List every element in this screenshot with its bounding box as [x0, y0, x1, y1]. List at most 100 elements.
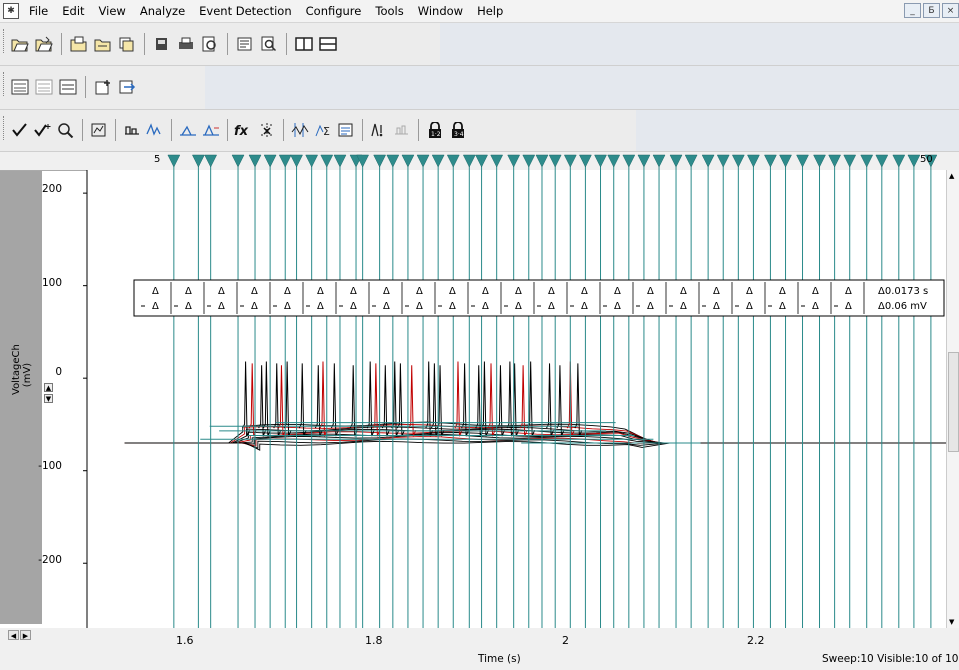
insert-icon[interactable]	[93, 77, 113, 97]
cursor-marker	[563, 154, 577, 168]
menu-configure[interactable]: Configure	[305, 4, 362, 18]
readout-delta-symbol: Δ	[482, 286, 489, 297]
readout-delta-symbol: Δ	[581, 286, 588, 297]
cursor-icon[interactable]	[290, 120, 310, 140]
readout-delta-symbol: Δ	[680, 286, 687, 297]
menu-tools[interactable]: Tools	[375, 4, 404, 18]
checkmark-plus-icon[interactable]	[33, 120, 53, 140]
toolbar-separator	[286, 33, 287, 55]
readout-delta-symbol: Δ	[218, 301, 225, 312]
print-icon[interactable]	[176, 34, 196, 54]
readout-delta-symbol: Δ	[416, 286, 423, 297]
find-icon[interactable]	[259, 34, 279, 54]
readout-delta-symbol: Δ	[713, 301, 720, 312]
lock-12-icon[interactable]: 1·2	[425, 120, 445, 140]
open-data-icon[interactable]	[69, 34, 89, 54]
zoom-icon[interactable]	[56, 120, 76, 140]
stats-icon[interactable]: Σ	[313, 120, 333, 140]
scroll-down-icon[interactable]: ▼	[949, 618, 955, 626]
arrange-icon[interactable]	[58, 77, 78, 97]
cursor-marker	[416, 154, 430, 168]
readout-delta-symbol: Δ	[185, 286, 192, 297]
results-icon[interactable]	[336, 120, 356, 140]
minimize-button[interactable]: _	[904, 3, 921, 18]
toolbar-grip[interactable]	[3, 72, 7, 96]
app-icon[interactable]: ✱	[3, 3, 19, 19]
fit-icon[interactable]	[257, 120, 277, 140]
readout-delta-symbol: Δ	[746, 286, 753, 297]
y-scale-down-button[interactable]: ▼	[44, 394, 53, 403]
baseline-icon[interactable]	[122, 120, 142, 140]
print-device-icon[interactable]	[152, 34, 172, 54]
vertical-scrollbar[interactable]: ▲ ▼	[946, 170, 959, 628]
scroll-right-icon[interactable]: ▶	[20, 630, 31, 640]
toolbar-separator	[115, 119, 116, 141]
tile-horizontal-icon[interactable]	[318, 34, 338, 54]
readout-delta-symbol: Δ	[779, 301, 786, 312]
tile-windows-icon[interactable]	[10, 77, 30, 97]
menu-help[interactable]: Help	[477, 4, 504, 18]
peak-icon[interactable]	[145, 120, 165, 140]
readout-delta-symbol: Δ	[251, 301, 258, 312]
tile-vertical-icon[interactable]	[294, 34, 314, 54]
spike-trace	[298, 363, 307, 437]
menu-window[interactable]: Window	[417, 4, 464, 18]
import-icon[interactable]	[235, 34, 255, 54]
readout-delta-symbol: Δ	[383, 301, 390, 312]
toolbar-grip[interactable]	[3, 116, 7, 140]
toolbar-separator	[227, 33, 228, 55]
scroll-left-icon[interactable]: ◀	[8, 630, 19, 640]
save-all-icon[interactable]	[117, 34, 137, 54]
readout-delta-symbol: Δ	[284, 301, 291, 312]
y-scale-up-button[interactable]: ▲	[44, 383, 53, 392]
toolbar-grip[interactable]	[3, 29, 7, 53]
menu-event-detection[interactable]: Event Detection	[199, 4, 292, 18]
scroll-up-icon[interactable]: ▲	[949, 172, 955, 180]
cursor-marker	[779, 154, 792, 168]
cursor-marker	[669, 154, 683, 168]
fx-icon[interactable]: fx	[234, 120, 254, 140]
toolbar-window-buttons	[10, 73, 137, 101]
spike-trace	[497, 365, 505, 437]
scroll-thumb[interactable]	[948, 352, 959, 452]
cursor-marker	[843, 154, 857, 168]
readout-delta-symbol: Δ	[152, 301, 159, 312]
cursor-lines	[173, 158, 932, 628]
toolbar-file	[0, 23, 959, 66]
spike-trace	[314, 365, 323, 437]
rise-icon[interactable]	[201, 120, 221, 140]
menu-file[interactable]: File	[29, 4, 49, 18]
x-tick-label: 2.2	[747, 634, 765, 647]
readout-delta-symbol: Δ	[317, 301, 324, 312]
cursor-marker	[475, 154, 488, 168]
cursor-marker	[875, 154, 889, 168]
cursor-marker	[731, 154, 745, 168]
cursor-marker	[167, 154, 181, 168]
readout-delta-symbol: Δ	[548, 301, 555, 312]
zoom-box-icon[interactable]	[89, 120, 109, 140]
disabled-icon[interactable]	[392, 120, 412, 140]
menu-analyze[interactable]: Analyze	[139, 4, 186, 18]
open-folder-icon[interactable]	[34, 34, 54, 54]
menu-view[interactable]: View	[98, 4, 126, 18]
cursor-marker	[828, 154, 842, 168]
readout-delta-symbol: Δ	[185, 301, 192, 312]
spike-trace	[454, 361, 463, 437]
restore-button[interactable]: Б	[923, 3, 940, 18]
cursor-marker	[356, 154, 370, 168]
open-file-icon[interactable]	[10, 34, 30, 54]
threshold-icon[interactable]	[178, 120, 198, 140]
readout-delta-symbol: Δ	[152, 286, 159, 297]
cursor-marker	[535, 154, 549, 168]
export-icon[interactable]	[117, 77, 137, 97]
menu-edit[interactable]: Edit	[62, 4, 85, 18]
checkmark-icon[interactable]	[10, 120, 30, 140]
tile-disabled-icon[interactable]	[34, 77, 54, 97]
event-icon[interactable]	[369, 120, 389, 140]
save-icon[interactable]	[93, 34, 113, 54]
lock-34-icon[interactable]: 3·4	[448, 120, 468, 140]
readout-delta-symbol: Δ	[614, 286, 621, 297]
print-preview-icon[interactable]	[200, 34, 220, 54]
cursor-marker	[607, 154, 621, 168]
